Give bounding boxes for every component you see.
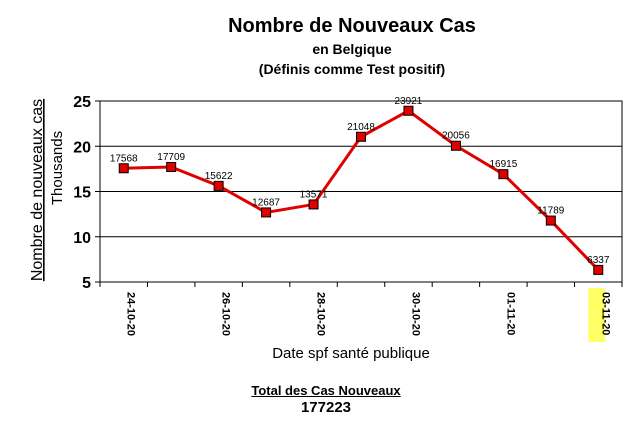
data-label: 20056 <box>442 131 470 142</box>
x-tick-label: 24-10-20 <box>125 292 137 336</box>
data-point <box>166 161 177 172</box>
data-point <box>118 163 129 174</box>
x-tick-label: 30-10-20 <box>409 292 421 336</box>
data-point <box>403 105 414 116</box>
x-tick-label: 26-10-20 <box>220 292 232 336</box>
y-axis-title: Nombre de nouveaux cas <box>29 99 46 281</box>
y-tick-label: 5 <box>82 275 91 292</box>
data-point <box>545 215 556 226</box>
data-label: 12687 <box>252 197 280 208</box>
x-tick-label: 01-11-20 <box>504 292 516 335</box>
data-label: 16915 <box>489 159 517 170</box>
data-label: 21048 <box>347 122 375 133</box>
x-axis-title: Date spf santé publique <box>272 345 430 362</box>
data-point <box>450 140 461 151</box>
chart-title: Nombre de Nouveaux Cas <box>228 15 476 37</box>
chart-subtitle-2: (Définis comme Test positif) <box>258 61 446 77</box>
total-label: Total des Cas Nouveaux <box>251 383 401 398</box>
data-label: 17568 <box>110 153 138 164</box>
data-label: 6337 <box>587 255 610 266</box>
data-point <box>213 180 224 191</box>
data-label: 23921 <box>395 96 423 107</box>
chart-subtitle: en Belgique <box>312 41 392 57</box>
y-tick-label: 20 <box>73 139 91 156</box>
data-label: 15622 <box>205 171 233 182</box>
plot-frame <box>99 100 623 283</box>
y-tick-label: 15 <box>73 185 91 202</box>
data-point <box>498 169 509 180</box>
x-tick-highlight <box>588 288 606 342</box>
data-label: 11789 <box>537 206 565 217</box>
x-tick-label: 03-11-20 <box>599 292 611 335</box>
data-point <box>356 131 366 142</box>
data-point <box>308 199 319 210</box>
data-label: 17709 <box>157 152 185 163</box>
data-label: 13571 <box>300 189 328 200</box>
y-axis-unit: Thousands <box>49 131 66 205</box>
data-point <box>261 207 272 218</box>
y-tick-label: 25 <box>73 94 91 111</box>
y-tick-label: 10 <box>73 230 91 247</box>
x-tick-label: 28-10-20 <box>315 292 327 336</box>
total-value: 177223 <box>300 399 352 416</box>
data-point <box>593 264 604 275</box>
